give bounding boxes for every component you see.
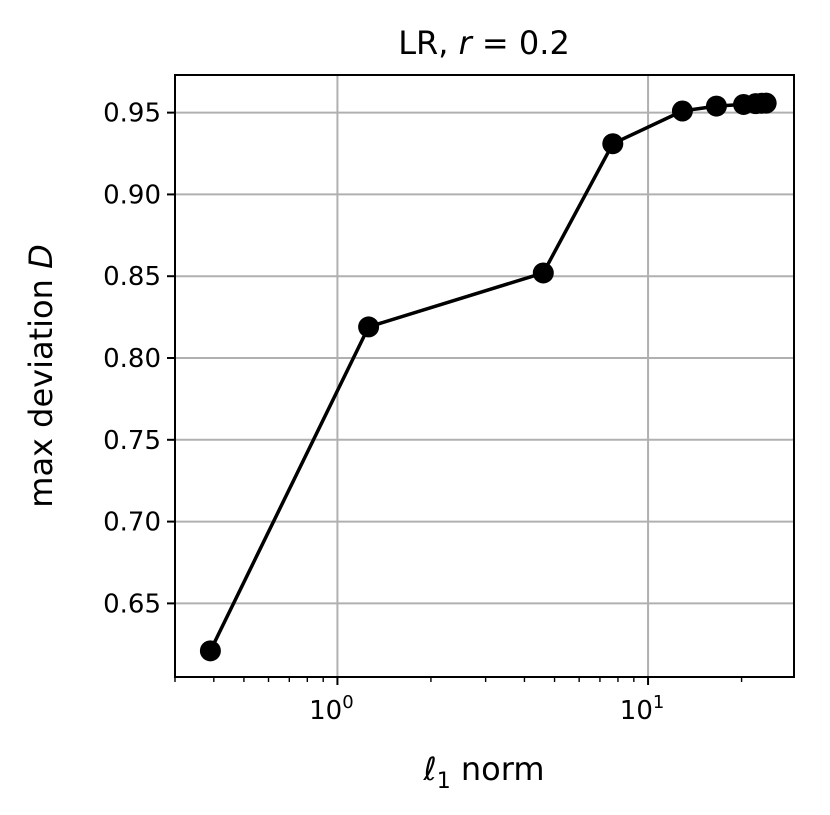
data-point <box>358 316 380 338</box>
data-point <box>602 133 624 155</box>
x-axis-label: ℓ1 norm <box>422 750 544 794</box>
y-tick-labels: 0.65 0.70 0.75 0.80 0.85 0.90 0.95 <box>103 99 161 620</box>
data-point <box>199 640 221 662</box>
y-tick-label: 0.95 <box>103 99 161 129</box>
x-tick-label: 101 <box>620 692 665 726</box>
y-tick-label: 0.90 <box>103 180 161 210</box>
data-point <box>705 95 727 117</box>
x-tick-labels: 100 101 <box>309 692 664 726</box>
axis-ticks <box>167 111 743 685</box>
y-tick-label: 0.65 <box>103 589 161 619</box>
y-tick-label: 0.80 <box>103 344 161 374</box>
data-points <box>199 92 777 662</box>
data-point <box>755 92 777 114</box>
y-tick-label: 0.75 <box>103 426 161 456</box>
y-tick-label: 0.70 <box>103 508 161 538</box>
y-tick-label: 0.85 <box>103 262 161 292</box>
y-axis-label: max deviation D <box>22 244 60 507</box>
data-point <box>671 100 693 122</box>
x-tick-label: 100 <box>309 692 354 726</box>
plot-frame <box>174 74 795 678</box>
chart-title: LR, r = 0.2 <box>398 24 570 62</box>
data-point <box>532 262 554 284</box>
